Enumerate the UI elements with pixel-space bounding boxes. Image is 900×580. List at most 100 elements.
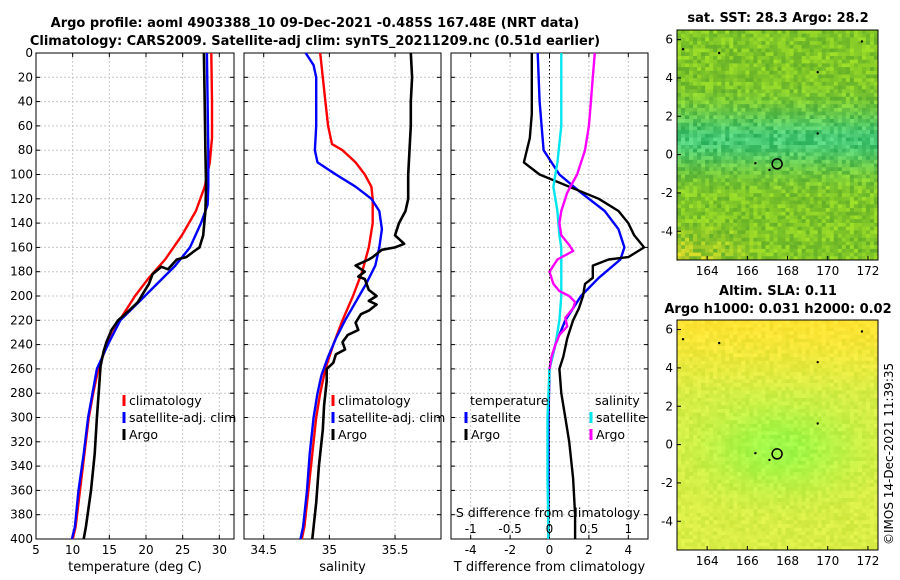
heatmap-cell — [685, 234, 690, 239]
heatmap-cell — [753, 189, 758, 194]
heatmap-cell — [681, 390, 686, 395]
heatmap-cell — [785, 93, 790, 98]
heatmap-cell — [797, 182, 803, 187]
heatmap-cell — [781, 248, 786, 253]
heatmap-cell — [729, 252, 734, 257]
heatmap-cell — [753, 409, 758, 414]
heatmap-cell — [769, 126, 774, 131]
heatmap-cell — [841, 245, 847, 250]
heatmap-cell — [741, 226, 746, 231]
heatmap-cell — [725, 133, 730, 138]
heatmap-cell — [681, 33, 686, 38]
heatmap-cell — [753, 338, 758, 343]
heatmap-cell — [797, 111, 803, 116]
heatmap-cell — [873, 81, 879, 87]
heatmap-cell — [809, 159, 815, 164]
heatmap-cell — [817, 55, 823, 61]
heatmap-cell — [717, 327, 722, 332]
heatmap-cell — [837, 141, 843, 146]
heatmap-cell — [781, 226, 786, 231]
heatmap-cell — [869, 156, 875, 161]
heatmap-cell — [813, 85, 819, 90]
heatmap-cell — [677, 401, 682, 406]
heatmap-cell — [785, 394, 790, 399]
heatmap-cell — [793, 412, 798, 417]
heatmap-cell — [853, 67, 859, 72]
heatmap-cell — [681, 211, 686, 216]
heatmap-cell — [861, 342, 867, 347]
heatmap-cell — [825, 81, 831, 87]
heatmap-cell — [705, 211, 710, 216]
heatmap-cell — [849, 245, 855, 250]
heatmap-cell — [857, 386, 863, 391]
heatmap-cell — [765, 360, 770, 365]
heatmap-cell — [757, 394, 762, 399]
heatmap-cell — [857, 111, 863, 116]
heatmap-cell — [721, 122, 726, 127]
heatmap-cell — [833, 55, 839, 61]
heatmap-cell — [741, 364, 746, 369]
heatmap-cell — [841, 371, 847, 377]
heatmap-cell — [757, 405, 762, 410]
heatmap-cell — [761, 96, 766, 101]
heatmap-cell — [685, 345, 690, 351]
heatmap-cell — [813, 327, 819, 332]
heatmap-cell — [777, 156, 782, 161]
heatmap-cell — [797, 74, 803, 79]
heatmap-cell — [705, 241, 710, 246]
heatmap-cell — [701, 193, 706, 198]
heatmap-cell — [849, 115, 855, 120]
heatmap-cell — [873, 379, 879, 384]
heatmap-cell — [701, 67, 706, 72]
heatmap-cell — [721, 93, 726, 98]
heatmap-cell — [797, 416, 803, 421]
heatmap-cell — [785, 33, 790, 38]
heatmap-cell — [777, 63, 782, 68]
heatmap-cell — [861, 163, 867, 168]
heatmap-cell — [717, 200, 722, 205]
heatmap-cell — [749, 383, 754, 388]
heatmap-cell — [677, 193, 682, 198]
heatmap-cell — [737, 320, 742, 325]
heatmap-cell — [753, 431, 758, 436]
heatmap-cell — [677, 119, 682, 124]
heatmap-cell — [805, 145, 811, 150]
heatmap-cell — [821, 357, 827, 362]
heatmap-cell — [737, 375, 742, 380]
heatmap-cell — [857, 104, 863, 109]
heatmap-cell — [729, 215, 734, 220]
heatmap-cell — [741, 241, 746, 246]
heatmap-cell — [745, 397, 750, 403]
heatmap-cell — [861, 52, 867, 57]
heatmap-cell — [837, 115, 843, 120]
heatmap-cell — [713, 93, 718, 98]
legend-label: climatology — [338, 393, 411, 408]
heatmap-cell — [689, 33, 694, 38]
heatmap-cell — [817, 178, 823, 183]
heatmap-cell — [865, 360, 871, 365]
heatmap-cell — [765, 331, 770, 336]
heatmap-cell — [681, 345, 686, 351]
heatmap-cell — [793, 368, 798, 373]
heatmap-cell — [773, 156, 778, 161]
heatmap-cell — [765, 115, 770, 120]
heatmap-cell — [717, 81, 722, 87]
heatmap-cell — [833, 423, 839, 428]
heatmap-cell — [853, 63, 859, 68]
heatmap-cell — [733, 70, 738, 75]
heatmap-cell — [689, 230, 694, 235]
heatmap-cell — [781, 412, 786, 417]
heatmap-cell — [693, 78, 698, 83]
heatmap-cell — [765, 379, 770, 384]
heatmap-cell — [853, 174, 859, 179]
heatmap-cell — [757, 323, 762, 328]
heatmap-cell — [741, 375, 746, 380]
heatmap-cell — [785, 59, 790, 64]
heatmap-cell — [869, 133, 875, 138]
heatmap-cell — [777, 368, 782, 373]
heatmap-cell — [685, 48, 690, 53]
heatmap-cell — [801, 222, 807, 228]
heatmap-cell — [837, 104, 843, 109]
heatmap-cell — [733, 163, 738, 168]
heatmap-cell — [741, 63, 746, 68]
